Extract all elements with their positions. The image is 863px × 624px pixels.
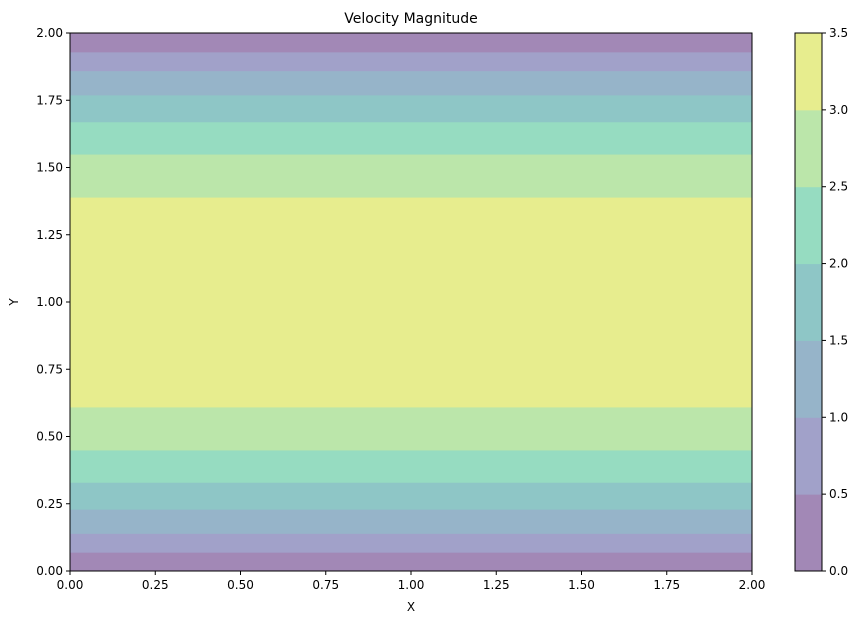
colorbar-tick-label: 0.5 — [829, 487, 848, 501]
y-axis-label: Y — [7, 298, 21, 307]
contour-band — [70, 449, 752, 483]
contour-band — [70, 406, 752, 451]
x-tick-label: 0.00 — [57, 578, 84, 592]
colorbar — [795, 33, 822, 572]
y-tick-label: 2.00 — [36, 26, 63, 40]
contour-band — [70, 121, 752, 155]
colorbar-tick-label: 1.0 — [829, 410, 848, 424]
contour-band — [70, 51, 752, 72]
contour-band — [70, 154, 752, 198]
y-tick-label: 1.25 — [36, 228, 63, 242]
colorbar-segment — [795, 494, 822, 572]
colorbar-tick-label: 0.0 — [829, 564, 848, 578]
contour-band — [70, 552, 752, 572]
contour-band — [70, 482, 752, 510]
x-tick-label: 1.75 — [653, 578, 680, 592]
contour-band — [70, 94, 752, 123]
colorbar-segment — [795, 33, 822, 111]
contour-band — [70, 70, 752, 96]
x-tick-label: 1.50 — [568, 578, 595, 592]
colorbar-tick-label: 3.0 — [829, 103, 848, 117]
colorbar-segment — [795, 186, 822, 265]
colorbar-tick-label: 1.5 — [829, 333, 848, 347]
contour-band — [70, 509, 752, 534]
x-tick-label: 2.00 — [739, 578, 766, 592]
colorbar-tick-label: 2.0 — [829, 257, 848, 271]
x-tick-label: 0.25 — [142, 578, 169, 592]
contour-band — [70, 533, 752, 553]
colorbar-tick-label: 3.5 — [829, 26, 848, 40]
chart-title: Velocity Magnitude — [344, 11, 478, 27]
colorbar-segment — [795, 340, 822, 418]
colorbar-axis: 0.0 0.5 1.0 1.5 2.0 2.5 3.0 3.5 — [822, 26, 848, 578]
y-tick-label: 0.25 — [36, 497, 63, 511]
colorbar-segment — [795, 263, 822, 341]
x-axis: 0.00 0.25 0.50 0.75 1.00 1.25 1.50 1.75 2.00 — [57, 571, 766, 592]
y-tick-label: 0.00 — [36, 564, 63, 578]
y-tick-label: 1.75 — [36, 93, 63, 107]
x-tick-label: 1.00 — [398, 578, 425, 592]
y-tick-label: 0.75 — [36, 362, 63, 376]
colorbar-tick-label: 2.5 — [829, 180, 848, 194]
contour-band — [70, 197, 752, 408]
x-tick-label: 0.75 — [312, 578, 339, 592]
y-tick-label: 1.00 — [36, 295, 63, 309]
colorbar-segment — [795, 417, 822, 495]
colorbar-frame — [794, 32, 823, 572]
colorbar-segment — [795, 109, 822, 188]
y-tick-label: 1.50 — [36, 161, 63, 175]
x-tick-label: 0.50 — [227, 578, 254, 592]
y-axis: 0.00 0.25 0.50 0.75 1.00 1.25 1.50 1.75 2.00 — [36, 26, 70, 578]
y-tick-label: 0.50 — [36, 430, 63, 444]
contour-bands — [70, 33, 752, 572]
contour-band — [70, 33, 752, 53]
x-tick-label: 1.25 — [483, 578, 510, 592]
x-axis-label: X — [407, 600, 415, 614]
